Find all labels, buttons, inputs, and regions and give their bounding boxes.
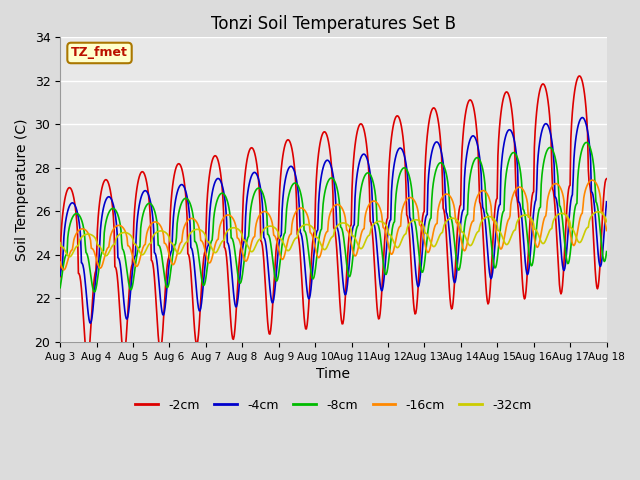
X-axis label: Time: Time	[316, 367, 350, 381]
Text: TZ_fmet: TZ_fmet	[71, 47, 128, 60]
Title: Tonzi Soil Temperatures Set B: Tonzi Soil Temperatures Set B	[211, 15, 456, 33]
Y-axis label: Soil Temperature (C): Soil Temperature (C)	[15, 119, 29, 261]
Legend: -2cm, -4cm, -8cm, -16cm, -32cm: -2cm, -4cm, -8cm, -16cm, -32cm	[131, 394, 536, 417]
